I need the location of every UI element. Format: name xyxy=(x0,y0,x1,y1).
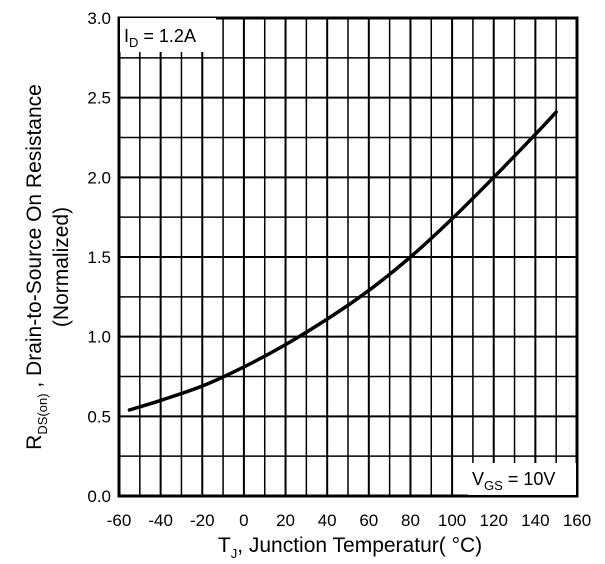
y-tick-label: 1.0 xyxy=(87,328,111,347)
series-layer xyxy=(127,110,558,412)
y-tick-label: 2.0 xyxy=(87,168,111,187)
x-tick-label: -60 xyxy=(107,511,132,530)
y-tick-label: 2.5 xyxy=(87,89,111,108)
y-tick-labels: 0.0 0.5 1.0 1.5 2.0 2.5 3.0 xyxy=(87,9,111,506)
x-tick-label: 20 xyxy=(276,511,295,530)
y-axis-title-line2: (Normalized) xyxy=(50,207,73,327)
x-tick-label: 100 xyxy=(438,511,466,530)
x-tick-label: 80 xyxy=(401,511,420,530)
vgs-annotation: VGS = 10V xyxy=(472,469,555,493)
x-tick-label: 0 xyxy=(239,511,248,530)
x-tick-label: -40 xyxy=(148,511,173,530)
x-tick-label: 60 xyxy=(359,511,378,530)
plot-frame xyxy=(117,16,579,498)
y-axis-title: RDS(on) , Drain-to-Source On Resistance xyxy=(23,84,50,450)
x-tick-labels: -60 -40 -20 0 20 40 60 80 100 120 140 160 xyxy=(107,511,591,530)
y-tick-label: 3.0 xyxy=(87,9,111,28)
id-annotation: ID = 1.2A xyxy=(124,26,196,50)
x-tick-label: 160 xyxy=(563,511,591,530)
y-tick-label: 1.5 xyxy=(87,248,111,267)
series-line xyxy=(127,110,558,412)
x-tick-label: 120 xyxy=(480,511,508,530)
x-tick-label: -20 xyxy=(190,511,215,530)
y-tick-label: 0.5 xyxy=(87,407,111,426)
id-annotation-box xyxy=(120,18,216,52)
grid-lines xyxy=(119,18,577,496)
x-axis-title: TJ, Junction Temperatur( °C) xyxy=(218,534,482,561)
x-tick-label: 40 xyxy=(318,511,337,530)
x-tick-label: 140 xyxy=(521,511,549,530)
vgs-annotation-box xyxy=(468,463,576,495)
y-tick-label: 0.0 xyxy=(87,487,111,506)
